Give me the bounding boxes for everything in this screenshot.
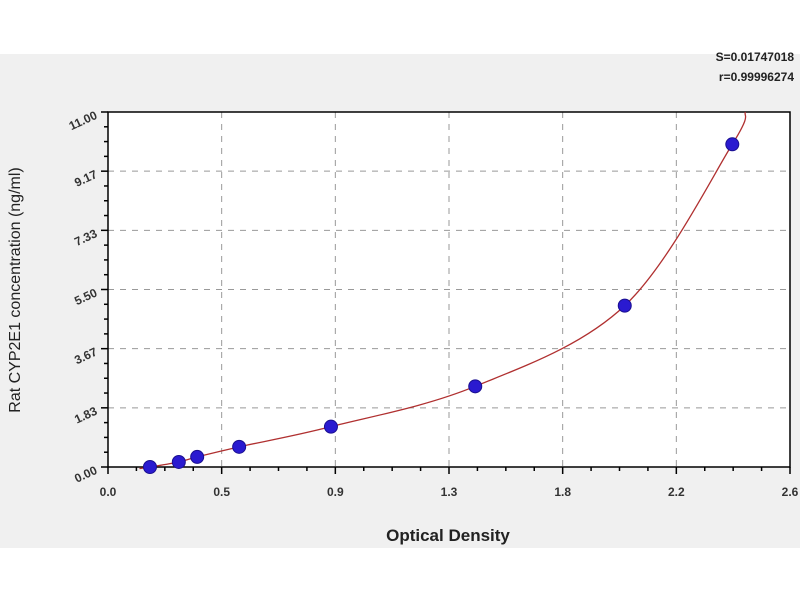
- y-tick-label: 3.67: [72, 345, 99, 368]
- data-point: [171, 454, 186, 469]
- y-tick-label: 1.83: [72, 404, 99, 427]
- data-point: [142, 460, 157, 474]
- annotation-r: r=0.99996274: [718, 70, 794, 84]
- data-point: [323, 419, 338, 434]
- x-tick-label: 2.2: [668, 485, 685, 499]
- y-tick-label: 11.00: [67, 108, 100, 133]
- x-axis-label: Optical Density: [386, 526, 510, 545]
- data-point: [617, 298, 632, 313]
- data-point: [468, 379, 483, 394]
- x-tick-label: 1.3: [441, 485, 458, 499]
- x-tick-label: 0.5: [213, 485, 230, 499]
- data-point: [232, 439, 247, 454]
- x-tick-label: 1.8: [554, 485, 571, 499]
- y-tick-label: 5.50: [72, 285, 99, 308]
- x-tick-label: 0.0: [100, 485, 117, 499]
- data-point: [725, 137, 740, 152]
- y-tick-label: 0.00: [72, 463, 99, 486]
- data-point: [190, 449, 205, 464]
- y-tick-label: 9.17: [72, 167, 99, 190]
- y-tick-label: 7.33: [72, 226, 99, 249]
- annotation-s: S=0.01747018: [715, 50, 794, 64]
- y-axis-label: Rat CYP2E1 concentration (ng/ml): [7, 167, 24, 412]
- x-tick-label: 0.9: [327, 485, 344, 499]
- x-tick-label: 2.6: [782, 485, 799, 499]
